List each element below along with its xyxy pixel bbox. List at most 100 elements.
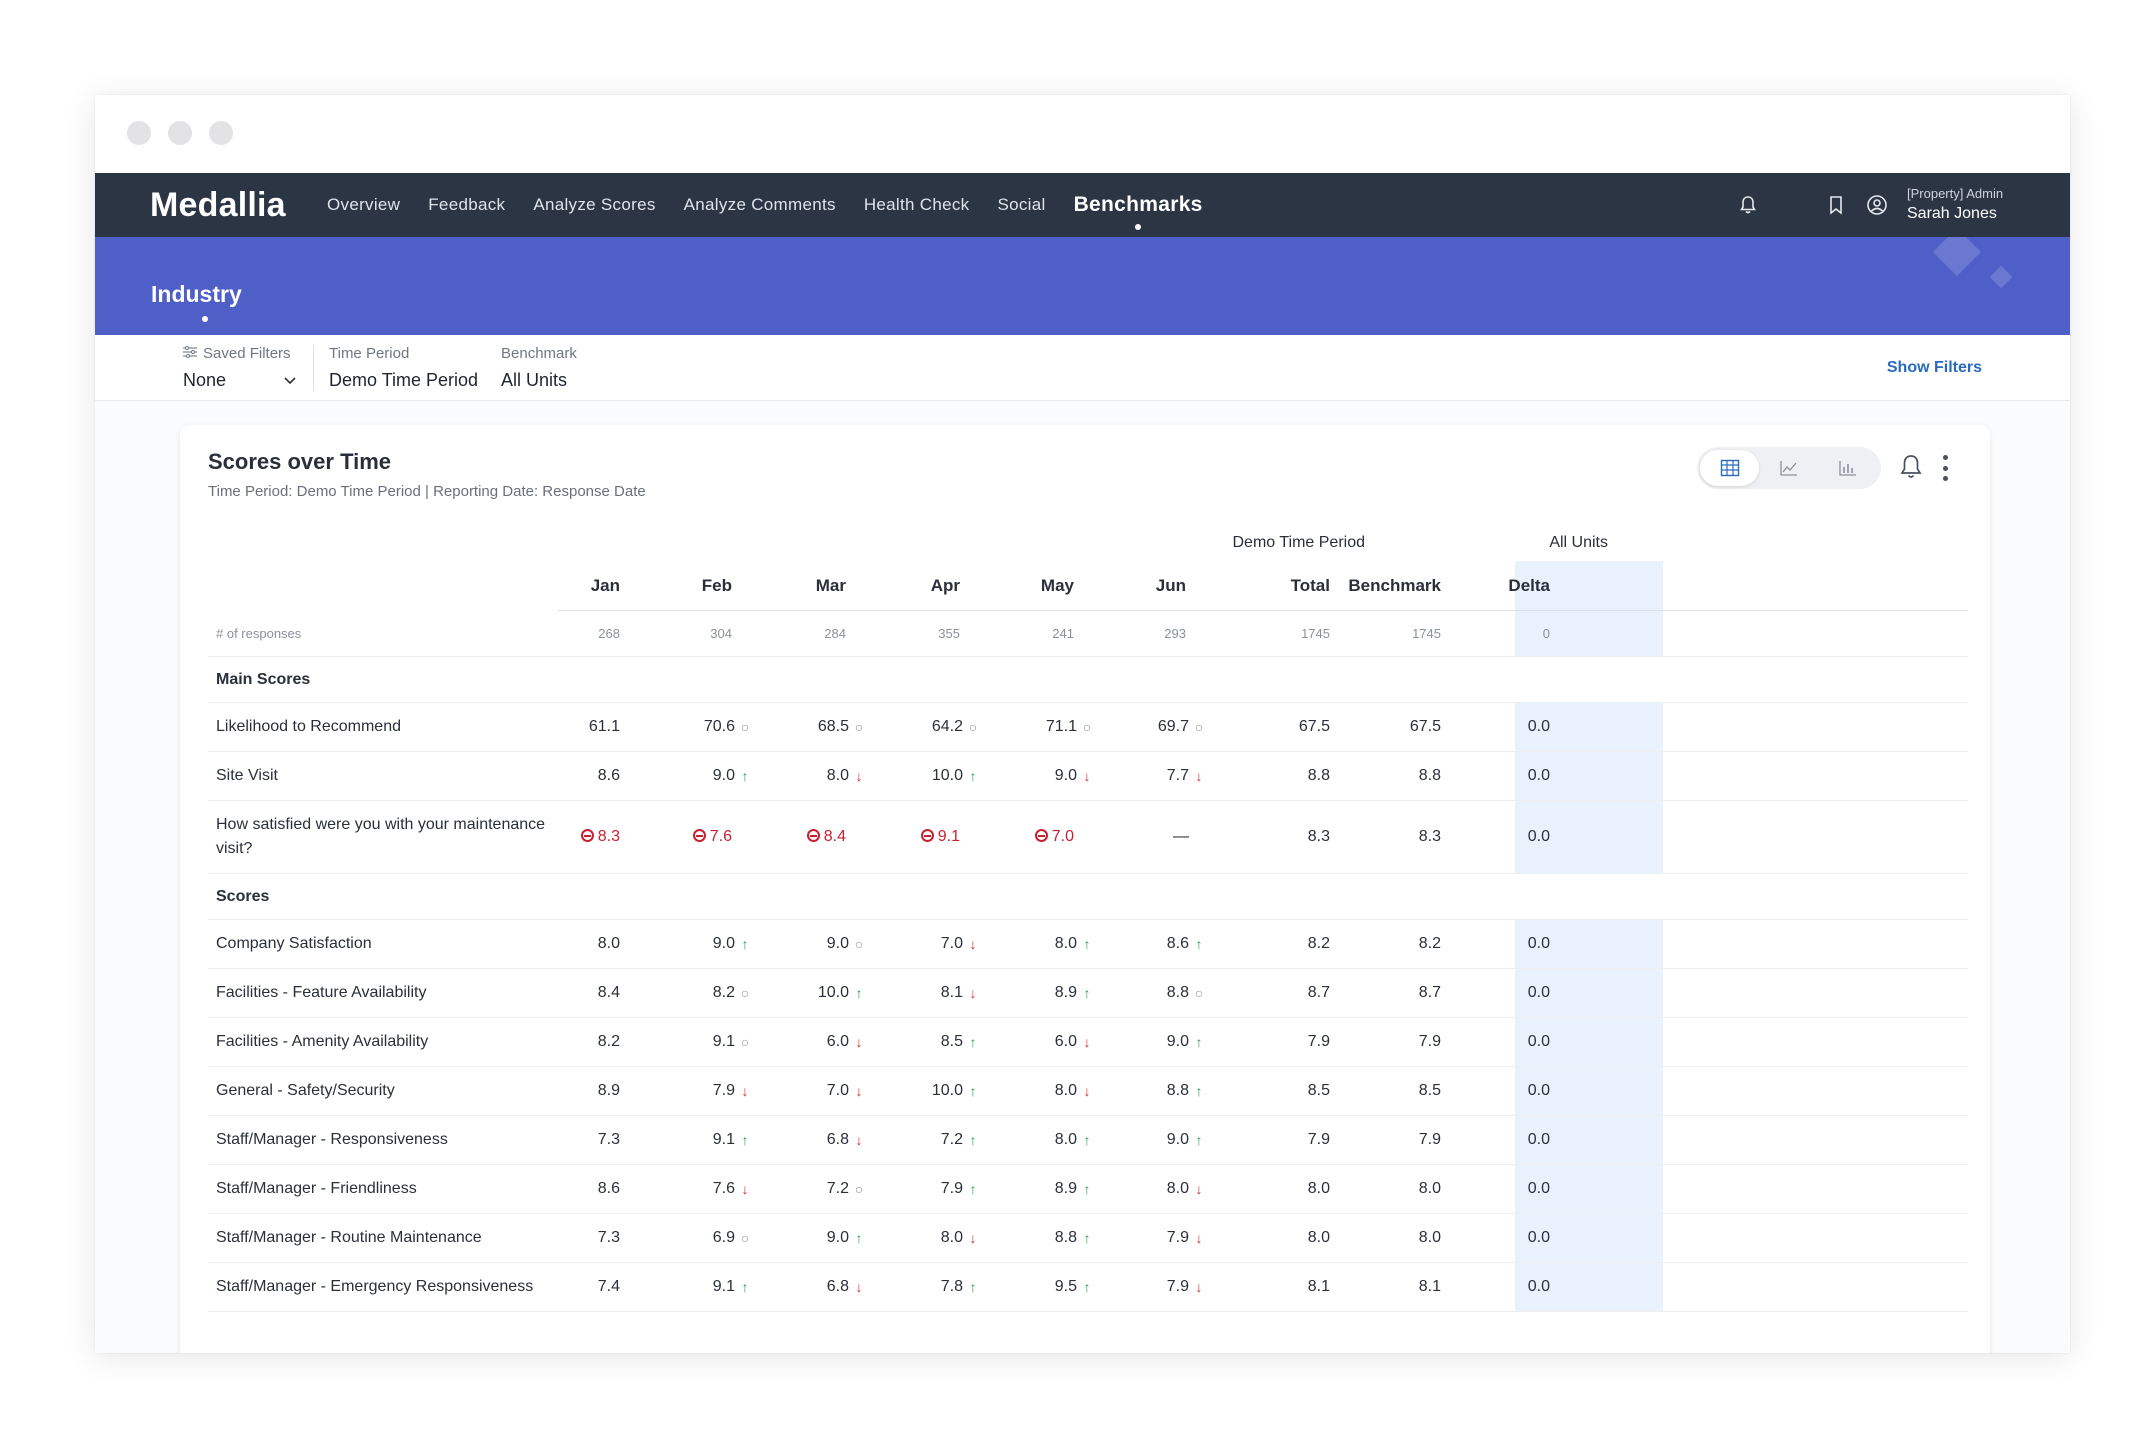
benchmark-filter[interactable]: Benchmark All Units xyxy=(501,345,577,391)
cell-value: 8.3 xyxy=(597,828,620,845)
cell-jun: 8.6 ↑ xyxy=(1046,920,1206,968)
cell-feb: 9.1 ↑ xyxy=(592,1116,752,1164)
column-header-mar[interactable]: Mar xyxy=(815,575,846,595)
cell-benchmark: 8.3 xyxy=(1418,828,1441,845)
user-menu[interactable]: [Property] Admin Sarah Jones xyxy=(1907,186,2003,223)
row-label[interactable]: Staff/Manager - Emergency Responsiveness xyxy=(216,1278,534,1295)
row-label[interactable]: Staff/Manager - Friendliness xyxy=(216,1180,417,1197)
cell-value: — xyxy=(1173,828,1189,845)
row-label[interactable]: Facilities - Feature Availability xyxy=(216,984,427,1001)
column-header-total[interactable]: Total xyxy=(1290,575,1330,595)
responses-row: # of responses 268 304 284 355 241 293 1745 1745… xyxy=(208,611,1968,657)
nav-item-social[interactable]: Social xyxy=(997,195,1046,214)
alert-value[interactable]: 9.1 xyxy=(920,828,960,846)
table-row[interactable]: Staff/Manager - Emergency Responsiveness… xyxy=(208,1263,1968,1312)
alert-value[interactable]: 8.4 xyxy=(806,828,846,846)
cell-jan: 8.6 xyxy=(460,752,620,800)
column-header-may[interactable]: May xyxy=(1040,575,1074,595)
bookmark-icon[interactable] xyxy=(1825,194,1847,216)
line-chart-icon[interactable] xyxy=(1759,450,1818,486)
cell-apr: 8.0 ↓ xyxy=(820,1214,980,1262)
nav-item-analyze-comments[interactable]: Analyze Comments xyxy=(683,195,836,214)
alert-value[interactable]: 8.3 xyxy=(580,828,620,846)
decorative-diamond-small xyxy=(1989,265,2013,289)
row-label[interactable]: Staff/Manager - Responsiveness xyxy=(216,1131,448,1148)
cell-value: 9.1 xyxy=(712,1033,735,1050)
bell-icon[interactable] xyxy=(1737,194,1759,216)
cell-delta: 0.0 xyxy=(1527,1180,1550,1197)
nav-item-overview[interactable]: Overview xyxy=(327,195,401,214)
page-title[interactable]: Industry xyxy=(151,281,242,307)
bar-chart-icon[interactable] xyxy=(1819,450,1878,486)
cell-value: 69.7 xyxy=(1157,718,1189,735)
row-label[interactable]: Company Satisfaction xyxy=(216,935,372,952)
column-header-jun[interactable]: Jun xyxy=(1155,575,1186,595)
table-row[interactable]: Staff/Manager - Routine Maintenance 7.3 6.… xyxy=(208,1214,1968,1263)
row-label[interactable]: General - Safety/Security xyxy=(216,1082,395,1099)
table-row[interactable]: Staff/Manager - Responsiveness 7.3 9.1 ↑ 6.8… xyxy=(208,1116,1968,1165)
window-minimize-button[interactable] xyxy=(168,121,192,145)
no-change-icon: ○ xyxy=(854,1181,864,1197)
no-change-icon: ○ xyxy=(1194,719,1204,735)
alert-value[interactable]: 7.0 xyxy=(1034,828,1074,846)
group-header-row: Demo Time Period All Units xyxy=(208,517,1968,561)
column-header-delta[interactable]: Delta xyxy=(1508,575,1550,595)
card-subtitle: Time Period: Demo Time Period | Reportin… xyxy=(208,483,646,500)
arrow-down-icon: ↓ xyxy=(855,1034,863,1050)
cell-total: 8.8 xyxy=(1307,767,1330,784)
window-close-button[interactable] xyxy=(127,121,151,145)
arrow-up-icon: ↑ xyxy=(969,768,977,784)
medallia-logo[interactable]: Medallia xyxy=(150,186,286,224)
table-row[interactable]: Staff/Manager - Friendliness 8.6 7.6 ↓ 7.2 ○ 7… xyxy=(208,1165,1968,1214)
row-label[interactable]: Site Visit xyxy=(216,767,278,784)
row-label[interactable]: How satisfied were you with your mainten… xyxy=(216,816,546,857)
benchmark-value: All Units xyxy=(501,370,568,390)
more-vertical-icon[interactable] xyxy=(1940,455,1950,481)
table-row[interactable]: Facilities - Feature Availability 8.4 8.2 ○… xyxy=(208,969,1968,1018)
table-row[interactable]: General - Safety/Security 8.9 7.9 ↓ 7.0 ↓ 10.0… xyxy=(208,1067,1968,1116)
column-header-jan[interactable]: Jan xyxy=(590,575,620,595)
arrow-down-icon: ↓ xyxy=(855,1279,863,1295)
column-header-benchmark[interactable]: Benchmark xyxy=(1348,575,1441,595)
time-period-filter[interactable]: Time Period Demo Time Period xyxy=(329,345,478,391)
cell-value: 8.9 xyxy=(597,1082,620,1099)
nav-item-feedback[interactable]: Feedback xyxy=(428,195,506,214)
row-label[interactable]: Likelihood to Recommend xyxy=(216,718,401,735)
nav-item-benchmarks[interactable]: Benchmarks xyxy=(1073,193,1203,230)
cell-delta: 0.0 xyxy=(1527,935,1550,952)
table-row[interactable]: Likelihood to Recommend 61.1 70.6 ○ 68.5 ○ 64.… xyxy=(208,703,1968,752)
cell-may: 9.5 ↑ xyxy=(934,1263,1094,1311)
table-row[interactable]: Site Visit 8.6 9.0 ↑ 8.0 ↓ 10.0 ↑ 9.0 ↓ 7.7 ↓ 8.8 8.8… xyxy=(208,752,1968,801)
arrow-down-icon: ↓ xyxy=(741,1181,749,1197)
cell-value: 6.8 xyxy=(826,1131,849,1148)
alert-bell-icon[interactable] xyxy=(1898,453,1924,486)
nav-item-health-check[interactable]: Health Check xyxy=(863,195,970,214)
saved-filters-dropdown[interactable]: Saved Filters None xyxy=(183,345,297,391)
cell-delta: 0.0 xyxy=(1527,828,1550,845)
nav-item-analyze-scores[interactable]: Analyze Scores xyxy=(533,195,656,214)
table-icon[interactable] xyxy=(1700,450,1760,486)
total-column-highlight xyxy=(1515,1263,1663,1311)
user-circle-icon[interactable] xyxy=(1866,194,1888,216)
show-filters-link[interactable]: Show Filters xyxy=(1886,359,1982,376)
top-navigation: Medallia Overview Feedback Analyze Scores A… xyxy=(95,173,2070,237)
column-header-apr[interactable]: Apr xyxy=(930,575,960,595)
table-row[interactable]: Facilities - Amenity Availability 8.2 9.1 ○… xyxy=(208,1018,1968,1067)
cell-mar: 6.8 ↓ xyxy=(706,1116,866,1164)
table-row[interactable]: Company Satisfaction 8.0 9.0 ↑ 9.0 ○ 7.0 ↓ 8.0 ↑ 8… xyxy=(208,920,1968,969)
row-label[interactable]: Staff/Manager - Routine Maintenance xyxy=(216,1229,482,1246)
cell-feb: 9.1 ○ xyxy=(592,1018,752,1066)
cell-delta: 0.0 xyxy=(1527,1082,1550,1099)
table-row[interactable]: How satisfied were you with your mainten… xyxy=(208,801,1968,874)
cell-mar: 6.0 ↓ xyxy=(706,1018,866,1066)
alert-value[interactable]: 7.6 xyxy=(692,828,732,846)
cell-jan: 8.6 xyxy=(460,1165,620,1213)
row-label[interactable]: Facilities - Amenity Availability xyxy=(216,1033,429,1050)
column-header-feb[interactable]: Feb xyxy=(701,575,732,595)
total-column-highlight xyxy=(1515,969,1663,1017)
window-maximize-button[interactable] xyxy=(209,121,233,145)
total-column-highlight xyxy=(1515,1018,1663,1066)
decorative-diamond xyxy=(1932,237,1982,277)
cell-total: 8.2 xyxy=(1307,935,1330,952)
total-column-highlight xyxy=(1515,703,1663,751)
